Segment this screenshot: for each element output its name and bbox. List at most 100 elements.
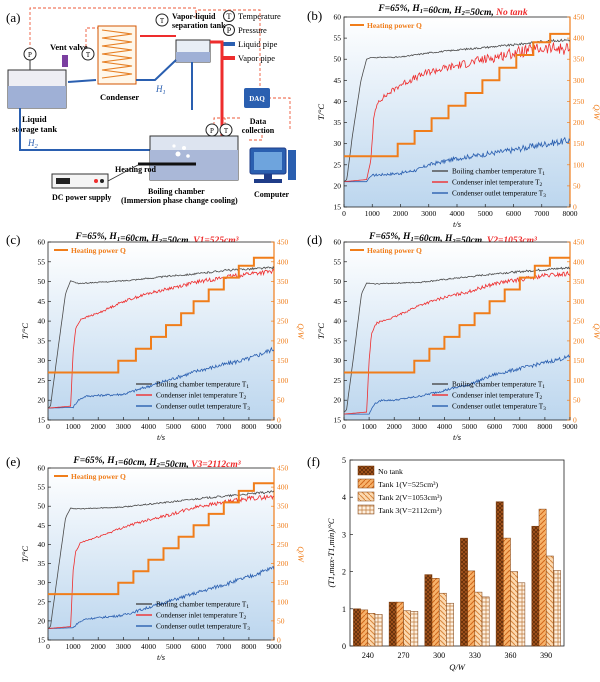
x-tick-label: 6000 bbox=[191, 642, 206, 651]
legend-entry: Boiling chamber temperature T1 bbox=[452, 168, 545, 178]
x-tick-label: 300 bbox=[433, 651, 445, 660]
y2-tick-label: 200 bbox=[277, 336, 289, 345]
y-tick-label: 45 bbox=[334, 297, 342, 306]
x-tick-label: 240 bbox=[362, 651, 374, 660]
y2-tick-label: 100 bbox=[277, 597, 289, 606]
boiling-chamber-temperature-line bbox=[344, 266, 570, 413]
y2-tick-label: 450 bbox=[573, 238, 585, 247]
dc-power-label: DC power supply bbox=[52, 193, 111, 202]
bar-no-tank bbox=[353, 608, 361, 647]
h2-label: H2 bbox=[27, 138, 39, 150]
y-tick-label: 50 bbox=[38, 502, 46, 511]
y-tick-label: 35 bbox=[334, 118, 342, 127]
condenser-inlet-temperature-line bbox=[48, 268, 274, 409]
y-tick-label: 3 bbox=[342, 530, 346, 539]
schematic-legend: T Temperature P Pressure Liquid pipe Vap… bbox=[222, 10, 281, 63]
chart-title: F=65%, H1=60cm, H2=50cm, No tank bbox=[377, 4, 527, 18]
y-tick-label: 50 bbox=[334, 277, 342, 286]
plot-area bbox=[349, 459, 565, 647]
heating-power-line bbox=[344, 256, 570, 374]
heating-power-line bbox=[48, 482, 274, 596]
separation-tank-label-1: Vapor-liquid bbox=[172, 12, 216, 21]
legend-entry: Tank 3(V=2112cm³) bbox=[378, 506, 442, 515]
y2-tick-label: 450 bbox=[277, 238, 289, 247]
legend-heating-power: Heating power Q bbox=[367, 21, 422, 30]
x-tick-label: 7000 bbox=[216, 422, 231, 431]
legend-swatch bbox=[357, 504, 375, 515]
y2-tick-label: 0 bbox=[573, 416, 577, 425]
y2-tick-label: 0 bbox=[277, 416, 281, 425]
y-tick-label: 5 bbox=[342, 456, 346, 465]
condenser: Condenser bbox=[97, 25, 139, 102]
y-tick-label: 25 bbox=[38, 597, 46, 606]
x-tick-label: 270 bbox=[398, 651, 410, 660]
y-tick-label: 40 bbox=[38, 317, 46, 326]
legend-entry: Condenser outlet temperature T3 bbox=[452, 403, 546, 413]
legend-entry: Condenser inlet temperature T2 bbox=[156, 392, 247, 402]
y-tick-label: 25 bbox=[38, 376, 46, 385]
y-tick-label: 55 bbox=[334, 257, 342, 266]
x-tick-label: 9000 bbox=[267, 422, 282, 431]
y-tick-label: 15 bbox=[38, 416, 46, 425]
x-tick-label: 8000 bbox=[563, 209, 578, 218]
chamber-pressure-icon bbox=[205, 123, 219, 137]
condenser-outlet-temperature-line bbox=[48, 346, 274, 409]
y2-tick-label: 250 bbox=[573, 97, 585, 106]
y2-tick-label: 0 bbox=[277, 636, 281, 645]
y-axis-label: T/°C bbox=[20, 546, 30, 562]
y-tick-label: 35 bbox=[38, 336, 46, 345]
x-tick-label: 6000 bbox=[487, 422, 502, 431]
heating-power-line bbox=[344, 32, 570, 158]
y2-tick-label: 400 bbox=[277, 257, 289, 266]
legend-vapor-pipe: Vapor pipe bbox=[238, 53, 275, 63]
y-tick-label: 30 bbox=[334, 139, 342, 148]
legend-entry: Condenser outlet temperature T3 bbox=[156, 623, 250, 633]
chart-title: F=65%, H1=60cm, H2=50cm, V3=2112cm³ bbox=[72, 456, 240, 470]
bar-tank-1 bbox=[396, 601, 404, 647]
boiling-chamber-label-2: (Immersion phase change cooling) bbox=[121, 196, 238, 205]
panel-label: (d) bbox=[307, 232, 322, 247]
y-axis-label: (T1,max-T1,min)/°C bbox=[326, 518, 336, 587]
y2-tick-label: 50 bbox=[573, 181, 581, 190]
chart-panel-e: (e) F=65%, H1=60cm, H2=50cm, V3=2112cm³ 15… bbox=[6, 454, 306, 662]
x-tick-label: 5000 bbox=[478, 209, 493, 218]
y-tick-label: 20 bbox=[38, 396, 46, 405]
y2-axis-label: Q/W bbox=[592, 104, 600, 121]
plot-area bbox=[47, 467, 275, 641]
y2-tick-label: 300 bbox=[573, 297, 585, 306]
x-tick-label: 9000 bbox=[563, 422, 578, 431]
chamber-temperature-letter: T bbox=[224, 127, 229, 135]
chart-title: F=65%, H1=60cm, H2=50cm, V2=1053cm³ bbox=[368, 232, 537, 246]
vent-valve-icon bbox=[62, 55, 68, 67]
x-tick-label: 5000 bbox=[166, 642, 181, 651]
y-tick-label: 55 bbox=[334, 34, 342, 43]
vent-valve-label: Vent valve bbox=[50, 42, 88, 52]
condenser-label: Condenser bbox=[100, 92, 139, 102]
y-tick-label: 30 bbox=[334, 356, 342, 365]
y-tick-label: 4 bbox=[342, 493, 346, 502]
x-tick-label: 360 bbox=[505, 651, 517, 660]
y2-tick-label: 450 bbox=[277, 464, 289, 473]
y-tick-label: 40 bbox=[38, 540, 46, 549]
y2-tick-label: 250 bbox=[277, 317, 289, 326]
y-axis-label: T/°C bbox=[316, 104, 326, 120]
x-axis-label: Q/W bbox=[449, 662, 466, 672]
x-tick-label: 8000 bbox=[537, 422, 552, 431]
bar-tank-1 bbox=[538, 508, 547, 647]
separation-tank-label-2: separation tank bbox=[172, 21, 226, 30]
y2-tick-label: 150 bbox=[573, 356, 585, 365]
liquid-tank-label-1: Liquid bbox=[22, 114, 47, 124]
chamber-pressure-letter: P bbox=[210, 127, 214, 135]
computer: Computer bbox=[249, 147, 296, 199]
bar-tank-2 bbox=[545, 555, 554, 647]
series-group bbox=[344, 32, 570, 183]
y-tick-label: 45 bbox=[334, 76, 342, 85]
chart-panel-c: (c) F=65%, H1=60cm, H2=50cm, V1=525cm³ 15 2… bbox=[6, 232, 306, 442]
y2-tick-label: 200 bbox=[573, 118, 585, 127]
legend-entry: Tank 1(V=525cm³) bbox=[378, 480, 439, 489]
y2-tick-label: 300 bbox=[573, 76, 585, 85]
boiling-chamber-temperature-line bbox=[48, 490, 274, 629]
x-axis-label: t/s bbox=[157, 432, 166, 442]
bar-no-tank bbox=[460, 537, 468, 647]
y-axis-label: T/°C bbox=[20, 323, 30, 339]
